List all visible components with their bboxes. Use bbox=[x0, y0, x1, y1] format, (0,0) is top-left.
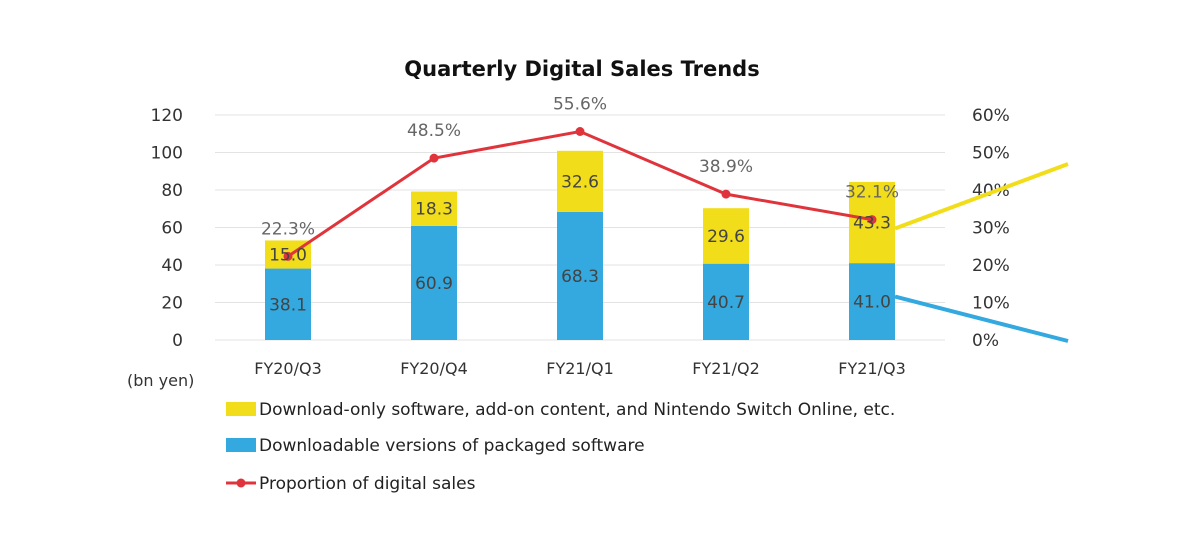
bar-download-only-FY21/Q1 bbox=[557, 150, 603, 212]
data-label-packaged: 38.1 bbox=[269, 295, 307, 315]
bar-download-only-FY21/Q2 bbox=[703, 208, 749, 264]
chart-title: Quarterly Digital Sales Trends bbox=[404, 57, 759, 81]
category-label: FY20/Q3 bbox=[254, 359, 322, 378]
y2-tick-label: 60% bbox=[972, 106, 1010, 126]
bar-packaged-FY21/Q3 bbox=[849, 263, 895, 340]
legend-label: Download-only software, add-on content, … bbox=[259, 400, 895, 420]
y-tick-label: 80 bbox=[161, 181, 183, 201]
y-tick-label: 100 bbox=[151, 144, 183, 164]
proportion-label: 48.5% bbox=[407, 121, 461, 141]
legend-swatch-download-only bbox=[226, 402, 256, 416]
bar-packaged-FY21/Q2 bbox=[703, 263, 749, 340]
category-axis: FY20/Q3 FY20/Q4 FY21/Q1 FY21/Q2 FY21/Q3 bbox=[254, 359, 906, 378]
y2-tick-label: 0% bbox=[972, 331, 999, 351]
data-label-packaged: 68.3 bbox=[561, 267, 599, 287]
proportion-label: 32.1% bbox=[845, 183, 899, 203]
legend-swatch-marker bbox=[236, 478, 246, 488]
legend: Download-only software, add-on content, … bbox=[226, 400, 895, 494]
bar-download-only-FY20/Q4 bbox=[411, 191, 457, 226]
left-axis: 0 20 40 60 80 100 120 bbox=[151, 106, 183, 351]
data-label-packaged: 60.9 bbox=[415, 274, 453, 294]
legend-label: Downloadable versions of packaged softwa… bbox=[259, 436, 645, 456]
proportion-point-FY20/Q4 bbox=[429, 153, 439, 163]
callout-lines bbox=[894, 162, 1069, 343]
category-label: FY21/Q2 bbox=[692, 359, 760, 378]
proportion-label: 38.9% bbox=[699, 157, 753, 177]
proportion-point-FY21/Q1 bbox=[575, 127, 585, 136]
bar-packaged-FY20/Q4 bbox=[411, 225, 457, 340]
bar-packaged-FY21/Q1 bbox=[557, 211, 603, 340]
y-axis-unit-label: (bn yen) bbox=[127, 371, 194, 390]
legend-swatch-packaged bbox=[226, 438, 256, 452]
category-label: FY21/Q3 bbox=[838, 359, 906, 378]
proportion-line bbox=[283, 127, 877, 261]
data-label-packaged: 40.7 bbox=[707, 293, 745, 313]
data-label-download-only: 15.0 bbox=[269, 246, 307, 266]
legend-label: Proportion of digital sales bbox=[259, 474, 476, 494]
y-tick-label: 20 bbox=[161, 294, 183, 314]
data-label-download-only: 29.6 bbox=[707, 227, 745, 247]
proportion-point-FY20/Q3 bbox=[283, 251, 293, 261]
callout-line-download-only bbox=[894, 162, 1069, 231]
data-label-download-only: 18.3 bbox=[415, 200, 453, 220]
data-label-download-only: 32.6 bbox=[561, 172, 599, 192]
data-label-download-only: 43.3 bbox=[853, 214, 891, 234]
y2-tick-label: 50% bbox=[972, 144, 1010, 164]
data-labels: 38.1 15.0 60.9 18.3 68.3 32.6 40.7 29.6 41.0 43.3… bbox=[261, 95, 899, 316]
right-axis: 0%10%20%30%40%50%60% bbox=[972, 106, 1010, 351]
proportion-point-FY21/Q2 bbox=[721, 189, 731, 199]
y-tick-label: 40 bbox=[161, 256, 183, 276]
callout-line-packaged bbox=[894, 294, 1069, 343]
y-tick-label: 60 bbox=[161, 219, 183, 239]
category-label: FY20/Q4 bbox=[400, 359, 468, 378]
proportion-label: 22.3% bbox=[261, 219, 315, 239]
y2-tick-label: 30% bbox=[972, 219, 1010, 239]
y-tick-label: 0 bbox=[172, 331, 183, 351]
y2-tick-label: 10% bbox=[972, 294, 1010, 314]
category-label: FY21/Q1 bbox=[546, 359, 614, 378]
data-label-packaged: 41.0 bbox=[853, 293, 891, 313]
y2-tick-label: 20% bbox=[972, 256, 1010, 276]
y-tick-label: 120 bbox=[151, 106, 183, 126]
proportion-label: 55.6% bbox=[553, 95, 607, 115]
proportion-point-FY21/Q3 bbox=[867, 215, 877, 225]
bar-packaged-FY20/Q3 bbox=[265, 268, 311, 340]
